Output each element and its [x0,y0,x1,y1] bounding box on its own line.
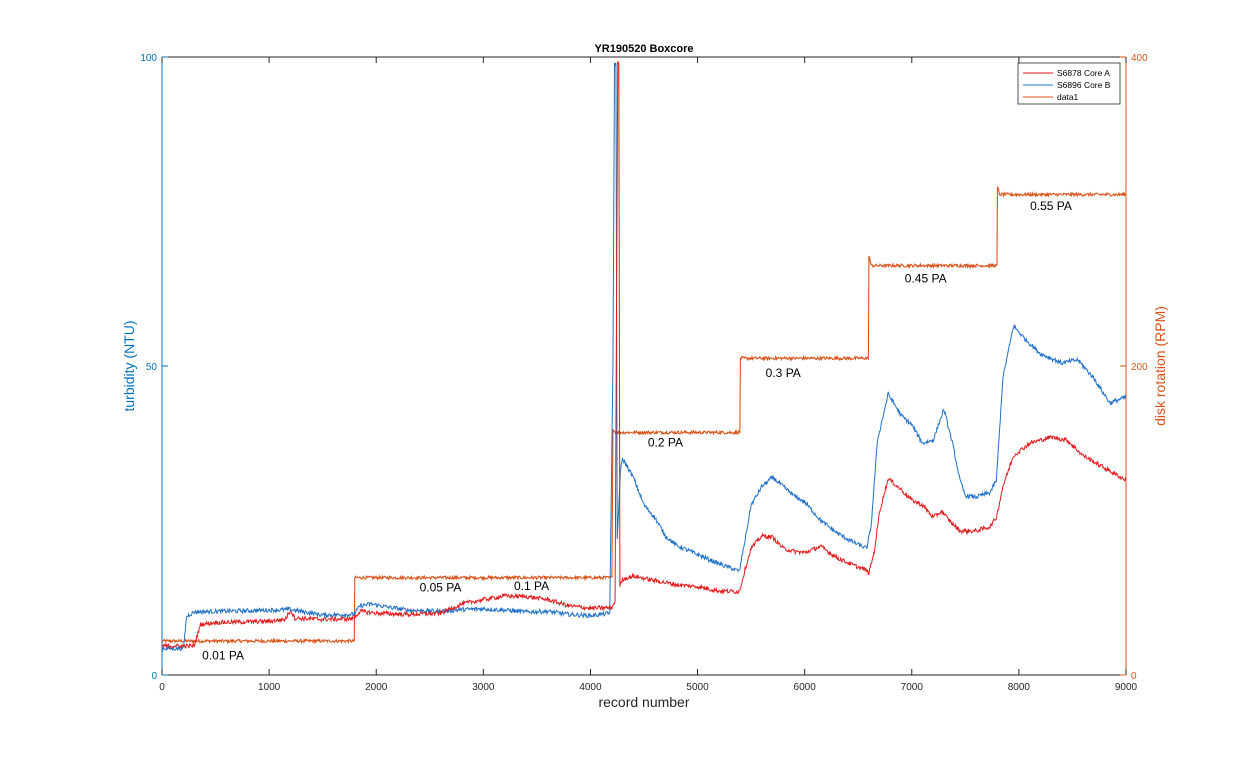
x-tick-label: 7000 [901,682,924,693]
y-right-ticks: 0 200 400 [1120,53,1148,682]
series-line-s6878-core-a [162,60,1126,650]
pressure-annotation: 0.3 PA [766,366,801,380]
legend: S6878 Core A S6896 Core B data1 [1017,62,1121,105]
x-axis-label: record number [598,694,689,710]
y-right-axis-label: disk rotation (RPM) [1152,306,1168,426]
y-left-axis-label: turbidity (NTU) [121,320,137,411]
y-left-tick-label: 50 [146,362,158,373]
pressure-annotation: 0.2 PA [648,435,683,449]
series-line-data1 [162,186,1126,645]
pressure-annotation: 0.05 PA [420,581,462,595]
x-tick-label: 9000 [1115,682,1138,693]
x-tick-label: 0 [159,682,165,693]
x-tick-label: 1000 [258,682,281,693]
pressure-annotation: 0.45 PA [905,272,947,286]
y-right-tick-label: 0 [1131,671,1137,682]
y-left-tick-label: 100 [140,53,157,64]
x-tick-label: 3000 [472,682,495,693]
pressure-annotation: 0.01 PA [202,649,244,663]
x-tick-label: 5000 [686,682,709,693]
series-line-s6896-core-b [162,62,1126,653]
x-ticks: 0 1000 2000 3000 4000 5000 6000 7000 8000 9000 [159,57,1138,693]
series-layer [162,60,1126,653]
legend-label-core-a: S6878 Core A [1057,68,1110,78]
y-right-tick-label: 400 [1131,53,1148,64]
x-tick-label: 6000 [794,682,817,693]
x-tick-label: 8000 [1008,682,1031,693]
pressure-annotation: 0.1 PA [514,579,549,593]
y-right-tick-label: 200 [1131,362,1148,373]
x-tick-label: 2000 [365,682,388,693]
y-left-tick-label: 0 [151,671,157,682]
y-left-ticks: 0 50 100 [140,53,168,682]
chart-title: YR190520 Boxcore [594,43,693,55]
pressure-annotation: 0.55 PA [1030,199,1072,213]
annotation-layer: 0.01 PA 0.05 PA 0.1 PA 0.2 PA 0.3 PA 0.45 PA 0… [202,199,1072,663]
x-tick-label: 4000 [579,682,602,693]
plot-area [162,57,1126,675]
legend-label-data1: data1 [1057,92,1079,102]
legend-label-core-b: S6896 Core B [1057,80,1111,90]
